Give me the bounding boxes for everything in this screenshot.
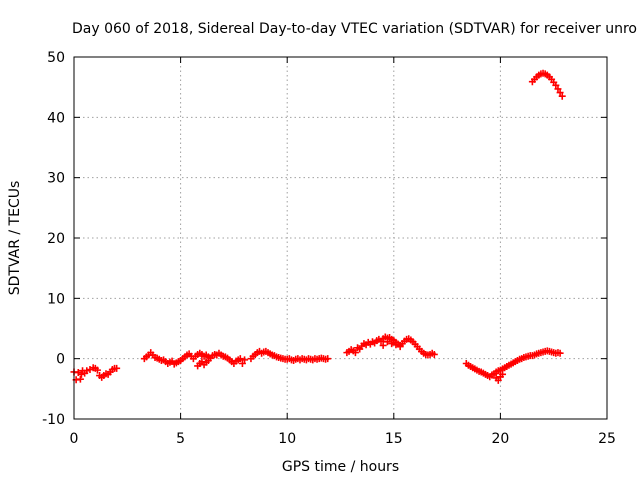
data-point [76, 375, 84, 383]
data-points [70, 69, 566, 384]
plot-frame [73, 56, 608, 420]
data-point [241, 356, 249, 364]
data-point [77, 370, 85, 378]
data-point [388, 340, 396, 348]
x-tick-label: 20 [491, 431, 509, 447]
data-point [236, 355, 244, 363]
data-point [430, 350, 438, 358]
x-tick-label: 15 [385, 431, 403, 447]
y-tick-label: 10 [47, 291, 65, 307]
x-axis-label: GPS time / hours [282, 459, 399, 475]
data-point [499, 370, 507, 378]
data-point [93, 366, 101, 374]
data-point [558, 92, 566, 100]
y-tick-label: 40 [47, 110, 65, 126]
data-point [554, 85, 562, 93]
x-tick-label: 25 [598, 431, 616, 447]
x-tick-label: 0 [70, 431, 79, 447]
grid-layer [74, 57, 607, 419]
data-point [392, 341, 400, 349]
data-point [494, 376, 502, 384]
y-tick-label: 30 [47, 171, 65, 187]
data-point [396, 343, 404, 351]
x-tick-label: 5 [176, 431, 185, 447]
data-point [383, 338, 391, 346]
data-point [379, 341, 387, 349]
y-tick-label: 50 [47, 50, 65, 66]
data-point [552, 81, 560, 89]
data-point [113, 364, 121, 372]
data-point [204, 356, 212, 364]
data-point [324, 355, 332, 363]
data-point [556, 349, 564, 357]
y-tick-label: -10 [42, 412, 65, 428]
data-point [351, 349, 359, 357]
y-axis-label: SDTVAR / TECUs [7, 181, 23, 296]
x-tick-label: 10 [278, 431, 296, 447]
data-point [83, 367, 91, 375]
data-point [556, 89, 564, 97]
data-point [238, 359, 246, 367]
y-tick-label: 20 [47, 231, 65, 247]
chart-title: Day 060 of 2018, Sidereal Day-to-day VTE… [72, 21, 637, 37]
y-tick-label: 0 [56, 352, 65, 368]
tick-labels: 0 5 10 15 20 25 -10 0 10 20 30 40 50 [42, 50, 616, 447]
